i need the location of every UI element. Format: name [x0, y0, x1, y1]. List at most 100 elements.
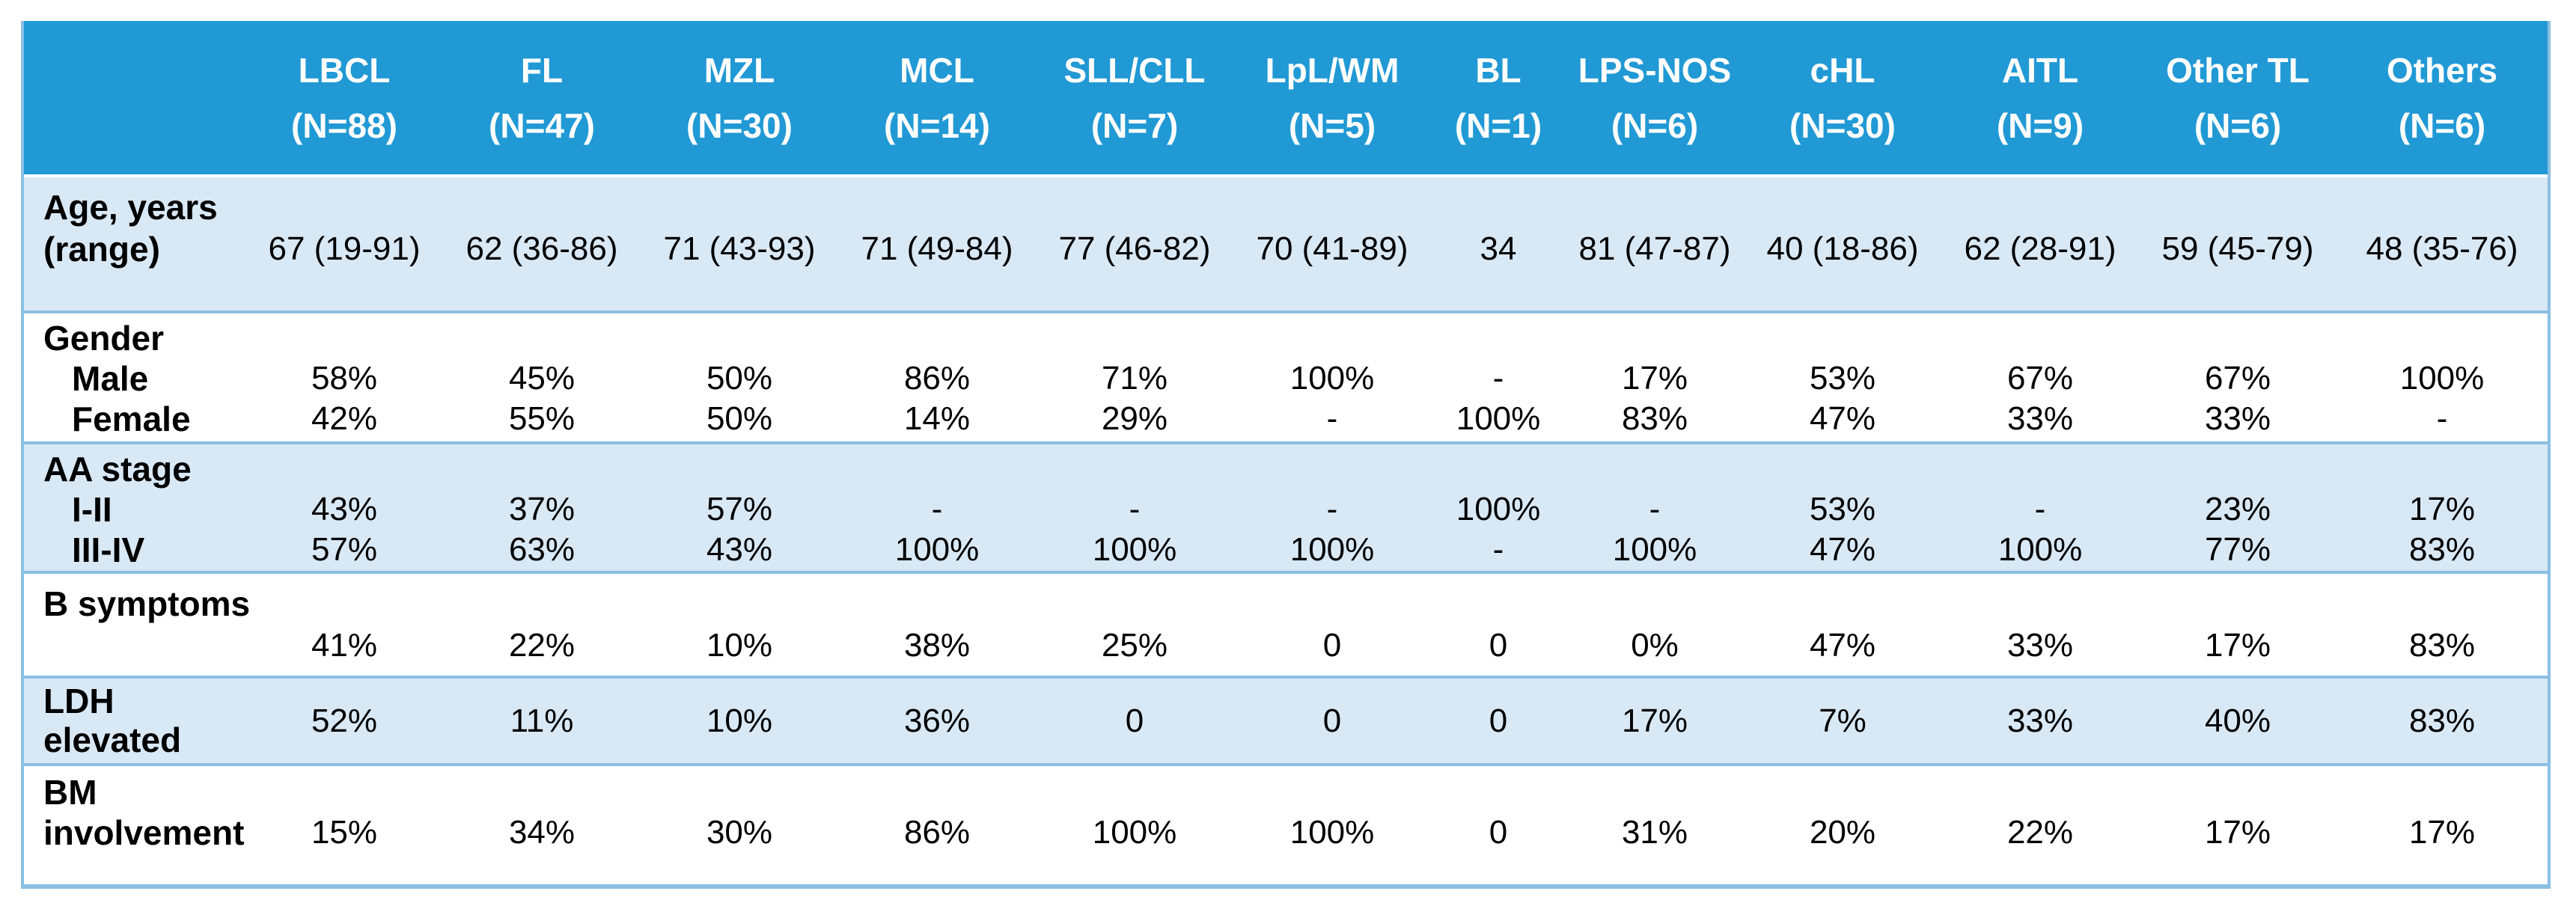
cell-age-others: 48 (35-76) — [2366, 230, 2518, 267]
cell-bsym-bl: 0 — [1489, 627, 1508, 664]
cell-age-other-tl: 59 (45-79) — [2161, 230, 2314, 267]
cell-ldh-other-tl: 40% — [2204, 702, 2271, 739]
row-label-gender: Gender — [43, 319, 165, 358]
male-values: 58% 45% 50% 86% 71% 100% - 17% 53% 67% 6… — [245, 358, 2548, 399]
row-label-ldh-elevated: LDH elevated — [24, 679, 245, 763]
cell-age-bl: 34 — [1480, 230, 1517, 267]
cell-age-lps-nos: 81 (47-87) — [1578, 230, 1731, 267]
cell-bm-lps-nos: 31% — [1621, 814, 1688, 851]
cell-female-chl: 47% — [1809, 400, 1876, 437]
cell-bsym-aitl: 33% — [2006, 627, 2074, 664]
cell-ldh-lpl-wm: 0 — [1322, 702, 1342, 739]
column-header-lbcl: LBCL (N=88) — [245, 43, 443, 153]
cell-bm-fl: 34% — [508, 814, 576, 851]
cell-bsym-lbcl: 41% — [311, 627, 378, 664]
section-b-symptoms: B symptoms 41% 22% 10% 38% 25% 0 0 0% 47… — [24, 571, 2548, 676]
column-name: MZL — [703, 50, 775, 90]
cell-female-fl: 55% — [508, 400, 576, 437]
cell-male-chl: 53% — [1809, 360, 1876, 397]
cell-ldh-sll-cll: 0 — [1125, 702, 1144, 739]
cell-i-ii-lps-nos: - — [1649, 491, 1661, 527]
cell-bsym-chl: 47% — [1809, 627, 1876, 664]
cell-ldh-mcl: 36% — [903, 702, 971, 739]
column-name: Other TL — [2166, 50, 2310, 90]
cell-bsym-others: 83% — [2408, 627, 2476, 664]
header-empty-corner — [24, 21, 245, 174]
column-n: (N=14) — [884, 105, 990, 145]
cell-bm-mzl: 30% — [706, 814, 773, 851]
cell-ldh-fl: 11% — [510, 702, 574, 739]
cell-bsym-lps-nos: 0% — [1631, 627, 1679, 664]
cell-ldh-chl: 7% — [1819, 702, 1867, 739]
row-label-b-symptoms: B symptoms — [43, 584, 251, 623]
cell-i-ii-chl: 53% — [1809, 491, 1876, 527]
cell-ldh-bl: 0 — [1489, 702, 1508, 739]
row-label-bm: BM — [43, 773, 97, 812]
cell-iii-iv-other-tl: 77% — [2204, 531, 2271, 568]
cell-female-aitl: 33% — [2006, 400, 2074, 437]
column-header-fl: FL (N=47) — [443, 43, 641, 153]
cell-i-ii-lbcl: 43% — [311, 491, 378, 527]
cell-age-mcl: 71 (49-84) — [861, 230, 1013, 267]
cell-female-mcl: 14% — [903, 400, 971, 437]
cell-female-sll-cll: 29% — [1101, 400, 1168, 437]
cell-ldh-lps-nos: 17% — [1621, 702, 1688, 739]
column-n: (N=1) — [1454, 105, 1542, 145]
gender-male-line: Male 58% 45% 50% 86% 71% 100% - 17% 53% … — [24, 358, 2548, 399]
section-age: Age, years (range) 67 (19-91) 62 (36-86)… — [24, 174, 2548, 310]
cell-age-mzl: 71 (43-93) — [663, 230, 816, 267]
cell-male-lps-nos: 17% — [1621, 360, 1688, 397]
cell-age-lbcl: 67 (19-91) — [268, 230, 421, 267]
cell-ldh-aitl: 33% — [2006, 702, 2074, 739]
cell-iii-iv-chl: 47% — [1809, 531, 1876, 568]
female-values: 42% 55% 50% 14% 29% - 100% 83% 47% 33% 3… — [245, 399, 2548, 439]
cell-male-fl: 45% — [508, 360, 576, 397]
cell-bsym-mzl: 10% — [706, 627, 773, 664]
cell-i-ii-mzl: 57% — [706, 491, 773, 527]
cell-ldh-others: 83% — [2408, 702, 2476, 739]
cell-bsym-mcl: 38% — [903, 627, 971, 664]
cell-iii-iv-aitl: 100% — [1997, 531, 2083, 568]
cell-bm-mcl: 86% — [903, 814, 971, 851]
bsym-values-line: 41% 22% 10% 38% 25% 0 0 0% 47% 33% 17% 8… — [24, 625, 2548, 667]
column-n: (N=30) — [686, 105, 793, 145]
table-header-row: LBCL (N=88) FL (N=47) MZL (N=30) MCL (N=… — [24, 21, 2548, 174]
cell-iii-iv-lps-nos: 100% — [1612, 531, 1697, 568]
cell-bm-aitl: 22% — [2006, 814, 2074, 851]
patient-characteristics-table: LBCL (N=88) FL (N=47) MZL (N=30) MCL (N=… — [21, 21, 2551, 889]
column-n: (N=6) — [1611, 105, 1699, 145]
cell-male-other-tl: 67% — [2204, 360, 2271, 397]
bsym-label-spacer — [24, 625, 245, 667]
cell-female-bl: 100% — [1456, 400, 1541, 437]
i-ii-values: 43% 37% 57% - - - 100% - 53% - 23% 17% — [245, 489, 2548, 530]
cell-male-aitl: 67% — [2006, 360, 2074, 397]
cell-male-lbcl: 58% — [311, 360, 378, 397]
cell-ldh-mzl: 10% — [706, 702, 773, 739]
cell-female-mzl: 50% — [706, 400, 773, 437]
column-header-others: Others (N=6) — [2337, 43, 2548, 153]
cell-iii-iv-lpl-wm: 100% — [1289, 531, 1375, 568]
column-name: MCL — [900, 50, 974, 90]
cell-i-ii-others: 17% — [2408, 491, 2476, 527]
cell-bm-bl: 0 — [1489, 814, 1508, 851]
cell-female-lpl-wm: - — [1326, 400, 1338, 437]
cell-i-ii-lpl-wm: - — [1326, 491, 1338, 527]
column-name: SLL/CLL — [1063, 50, 1206, 90]
cell-ldh-lbcl: 52% — [311, 702, 378, 739]
cell-female-lbcl: 42% — [311, 400, 378, 437]
aa-i-ii-line: I-II 43% 37% 57% - - - 100% - 53% - 23% … — [24, 489, 2548, 530]
cell-bm-other-tl: 17% — [2204, 814, 2271, 851]
row-label-age: Age, years — [43, 188, 218, 227]
age-label-line: Age, years — [24, 186, 2548, 228]
header-columns: LBCL (N=88) FL (N=47) MZL (N=30) MCL (N=… — [245, 21, 2548, 174]
column-n: (N=5) — [1288, 105, 1376, 145]
column-header-mzl: MZL (N=30) — [641, 43, 838, 153]
column-header-bl: BL (N=1) — [1431, 43, 1566, 153]
column-header-chl: cHL (N=30) — [1744, 43, 1941, 153]
bm-label-line: BM — [24, 772, 2548, 812]
column-n: (N=88) — [291, 105, 397, 145]
section-aa-stage: AA stage I-II 43% 37% 57% - - - 100% - 5… — [24, 441, 2548, 571]
ldh-label-line1: LDH — [43, 682, 115, 720]
cell-bm-others: 17% — [2408, 814, 2476, 851]
